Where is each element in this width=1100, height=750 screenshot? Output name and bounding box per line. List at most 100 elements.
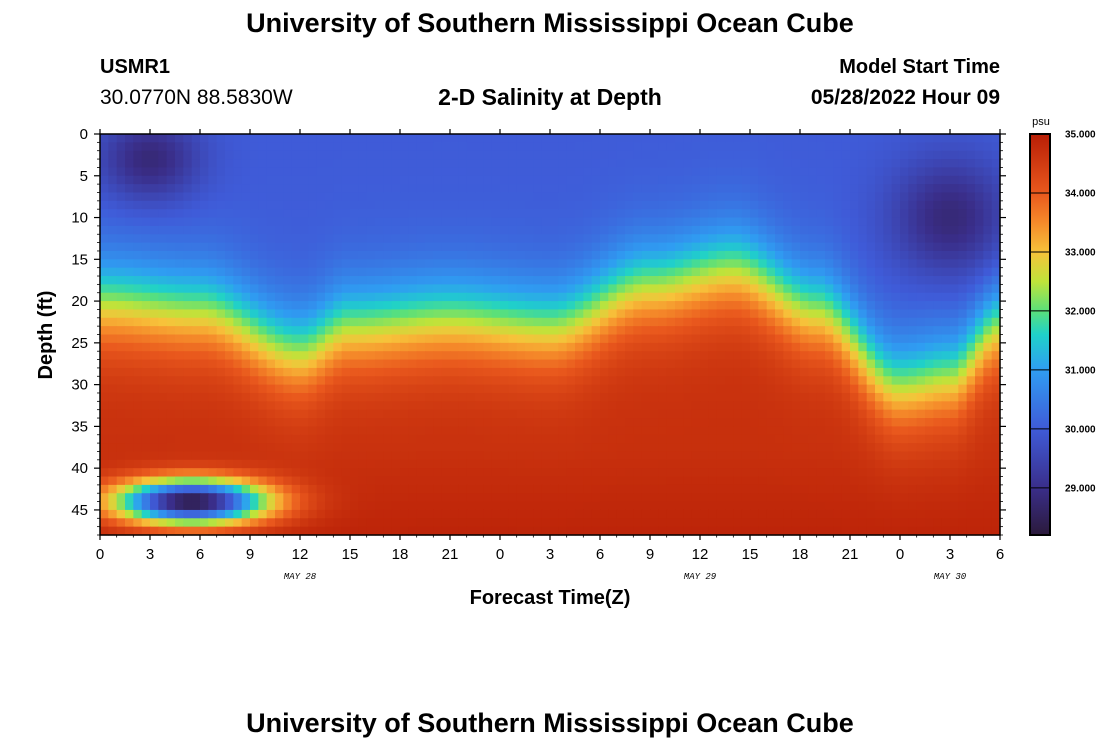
heatmap-cell [533, 326, 543, 336]
heatmap-cell [700, 159, 709, 169]
heatmap-cell [441, 451, 451, 461]
heatmap-cell [983, 309, 993, 319]
heatmap-cell [683, 184, 693, 194]
heatmap-cell [316, 317, 326, 327]
heatmap-cell [416, 259, 426, 269]
heatmap-cell [558, 234, 568, 244]
heatmap-cell [525, 159, 534, 169]
heatmap-cell [225, 509, 234, 519]
heatmap-cell [391, 468, 401, 478]
heatmap-cell [100, 284, 109, 294]
heatmap-cell [208, 518, 218, 528]
heatmap-cell [825, 376, 834, 386]
heatmap-cell [158, 309, 168, 319]
heatmap-cell [891, 317, 901, 327]
heatmap-cell [591, 267, 601, 277]
heatmap-cell [516, 292, 526, 302]
heatmap-cell [116, 392, 126, 402]
heatmap-cell [183, 309, 193, 319]
heatmap-cell [358, 225, 368, 235]
heatmap-cell [433, 476, 443, 486]
heatmap-cell [758, 392, 768, 402]
heatmap-cell [666, 200, 676, 210]
heatmap-cell [850, 217, 859, 227]
heatmap-cell [808, 351, 818, 361]
heatmap-cell [991, 401, 1001, 411]
heatmap-cell [791, 392, 801, 402]
heatmap-cell [391, 451, 401, 461]
heatmap-cell [558, 409, 568, 419]
heatmap-cell [658, 351, 668, 361]
heatmap-cell [800, 284, 809, 294]
heatmap-cell [116, 376, 126, 386]
heatmap-cell [133, 200, 143, 210]
heatmap-cell [775, 434, 784, 444]
heatmap-cell [316, 284, 326, 294]
heatmap-cell [516, 150, 526, 160]
heatmap-cell [166, 401, 176, 411]
heatmap-cell [291, 259, 301, 269]
heatmap-cell [216, 401, 226, 411]
heatmap-cell [700, 509, 709, 519]
heatmap-cell [891, 418, 901, 427]
heatmap-cell [591, 159, 601, 169]
heatmap-cell [900, 192, 909, 202]
heatmap-cell [491, 409, 501, 419]
heatmap-cell [358, 376, 368, 386]
heatmap-cell [316, 184, 326, 194]
heatmap-cell [416, 175, 426, 185]
heatmap-cell [700, 334, 709, 344]
heatmap-cell [125, 142, 134, 152]
heatmap-cell [550, 484, 559, 494]
heatmap-cell [458, 326, 468, 336]
heatmap-cell [891, 426, 901, 436]
heatmap-cell [975, 175, 984, 185]
heatmap-cell [500, 192, 509, 202]
heatmap-cell [716, 493, 726, 503]
heatmap-cell [150, 250, 159, 260]
heatmap-cell [800, 242, 809, 252]
heatmap-cell [325, 392, 334, 402]
heatmap-cell [941, 367, 951, 377]
heatmap-cell [250, 476, 259, 486]
heatmap-cell [700, 142, 709, 152]
heatmap-cell [425, 426, 434, 436]
heatmap-cell [516, 326, 526, 336]
heatmap-cell [441, 367, 451, 377]
heatmap-cell [808, 167, 818, 177]
heatmap-cell [616, 476, 626, 486]
heatmap-cell [541, 401, 551, 411]
heatmap-cell [933, 167, 943, 177]
heatmap-cell [600, 250, 609, 260]
heatmap-cell [916, 292, 926, 302]
heatmap-cell [200, 434, 209, 444]
heatmap-cell [358, 209, 368, 219]
heatmap-cell [133, 267, 143, 277]
heatmap-cell [816, 192, 826, 202]
heatmap-cell [766, 284, 776, 294]
heatmap-cell [241, 401, 251, 411]
heatmap-cell [733, 167, 743, 177]
heatmap-cell [158, 284, 168, 294]
heatmap-cell [641, 484, 651, 494]
heatmap-cell [808, 376, 818, 386]
heatmap-cell [341, 242, 351, 252]
heatmap-cell [800, 376, 809, 386]
heatmap-cell [233, 192, 243, 202]
heatmap-cell [316, 259, 326, 269]
heatmap-cell [100, 493, 109, 503]
heatmap-cell [733, 351, 743, 361]
heatmap-cell [691, 234, 701, 244]
heatmap-cell [366, 409, 376, 419]
heatmap-cell [941, 334, 951, 344]
heatmap-cell [541, 134, 551, 143]
heatmap-cell [816, 217, 826, 227]
heatmap-cell [491, 359, 501, 369]
heatmap-cell [516, 309, 526, 319]
heatmap-cell [566, 392, 576, 402]
heatmap-cell [683, 242, 693, 252]
heatmap-cell [350, 159, 359, 169]
heatmap-cell [575, 376, 584, 386]
heatmap-cell [608, 250, 618, 260]
heatmap-cell [566, 292, 576, 302]
